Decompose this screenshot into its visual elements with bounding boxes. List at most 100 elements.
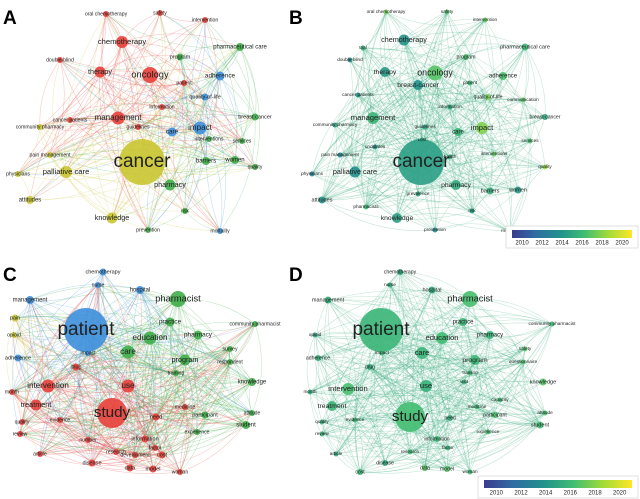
node-label: pharmacist bbox=[155, 293, 201, 303]
edge bbox=[183, 334, 199, 408]
edge bbox=[311, 124, 336, 175]
edge bbox=[469, 298, 524, 363]
colorbar-tick: 2016 bbox=[564, 491, 578, 497]
edge bbox=[449, 348, 526, 419]
node-label: experience bbox=[185, 429, 210, 435]
edge bbox=[362, 47, 495, 155]
node-label: model bbox=[440, 466, 454, 472]
node-label: questionnaire bbox=[509, 359, 538, 364]
node-label: cost bbox=[355, 469, 365, 475]
edge bbox=[365, 84, 419, 208]
node-community-pharmacy bbox=[332, 122, 338, 128]
edge bbox=[522, 46, 530, 101]
edge bbox=[381, 351, 471, 374]
node-opioid bbox=[312, 332, 318, 338]
edge bbox=[35, 394, 247, 426]
edge bbox=[21, 421, 89, 441]
edge bbox=[152, 424, 247, 470]
node-label: intervention bbox=[328, 384, 367, 393]
panel-letter: B bbox=[289, 8, 303, 29]
node-label: services bbox=[233, 138, 252, 144]
edge bbox=[177, 298, 253, 383]
edge bbox=[59, 419, 163, 456]
edge bbox=[47, 385, 93, 464]
edge bbox=[155, 372, 177, 418]
edge bbox=[321, 194, 511, 232]
edge bbox=[139, 289, 206, 416]
node-month bbox=[307, 389, 313, 395]
edge bbox=[359, 424, 541, 474]
edge bbox=[39, 289, 141, 455]
edge bbox=[321, 348, 526, 435]
edge bbox=[365, 46, 526, 208]
node-label: article bbox=[330, 451, 343, 456]
edge bbox=[335, 419, 356, 455]
edge bbox=[13, 334, 89, 441]
edge bbox=[524, 46, 546, 118]
node-label: use bbox=[420, 381, 432, 390]
edge bbox=[35, 404, 181, 473]
node-label: care bbox=[120, 347, 136, 356]
node-communication bbox=[520, 97, 526, 103]
edge bbox=[115, 361, 231, 453]
edge bbox=[229, 323, 256, 363]
edge bbox=[172, 82, 186, 212]
edge bbox=[321, 418, 438, 440]
edge bbox=[149, 337, 253, 414]
edge bbox=[374, 11, 448, 148]
edge bbox=[471, 140, 531, 212]
edges bbox=[6, 271, 262, 474]
node-information bbox=[447, 104, 453, 110]
edge bbox=[184, 127, 203, 212]
edge bbox=[127, 385, 156, 449]
nodes bbox=[307, 269, 555, 475]
node-label: cost bbox=[157, 452, 168, 458]
edge bbox=[59, 334, 199, 421]
node-label: cancer bbox=[113, 151, 171, 172]
edge bbox=[389, 284, 476, 361]
edge bbox=[117, 114, 201, 129]
node-label: research bbox=[106, 449, 126, 455]
edge bbox=[455, 166, 546, 187]
edge bbox=[347, 358, 476, 390]
node-oncology bbox=[427, 65, 443, 81]
edge bbox=[97, 284, 138, 456]
node-oncology bbox=[142, 67, 158, 83]
node-barriers bbox=[486, 187, 494, 195]
edge bbox=[357, 72, 436, 96]
edge bbox=[121, 41, 243, 142]
node-label: quality bbox=[538, 164, 552, 169]
edge bbox=[476, 406, 541, 426]
edge bbox=[179, 381, 253, 473]
colorbar-tick: 2010 bbox=[515, 241, 529, 247]
edge bbox=[359, 414, 496, 473]
edge bbox=[121, 33, 241, 48]
node-impact bbox=[193, 121, 207, 135]
edge bbox=[127, 385, 198, 433]
edge bbox=[105, 13, 236, 161]
node-questionnaire bbox=[520, 359, 526, 365]
edge bbox=[446, 11, 483, 129]
edge bbox=[159, 12, 181, 58]
edge bbox=[403, 39, 483, 129]
edge bbox=[29, 299, 253, 383]
node-label: program bbox=[456, 54, 475, 60]
node-label: safety bbox=[153, 10, 167, 16]
edge bbox=[327, 299, 501, 401]
edge bbox=[424, 431, 489, 469]
edge bbox=[65, 71, 101, 173]
edge bbox=[446, 298, 471, 419]
edge bbox=[177, 298, 247, 426]
edge bbox=[47, 385, 198, 433]
edge bbox=[334, 93, 489, 126]
edge bbox=[449, 106, 461, 186]
edge bbox=[59, 321, 171, 421]
edge bbox=[403, 39, 473, 212]
node-label: practice bbox=[453, 320, 475, 326]
edge bbox=[359, 447, 449, 473]
node-label: community pharmacy bbox=[313, 122, 358, 127]
node-intervention bbox=[41, 379, 55, 393]
edge bbox=[184, 96, 208, 212]
edge bbox=[509, 166, 546, 232]
node-adherence bbox=[315, 355, 321, 361]
